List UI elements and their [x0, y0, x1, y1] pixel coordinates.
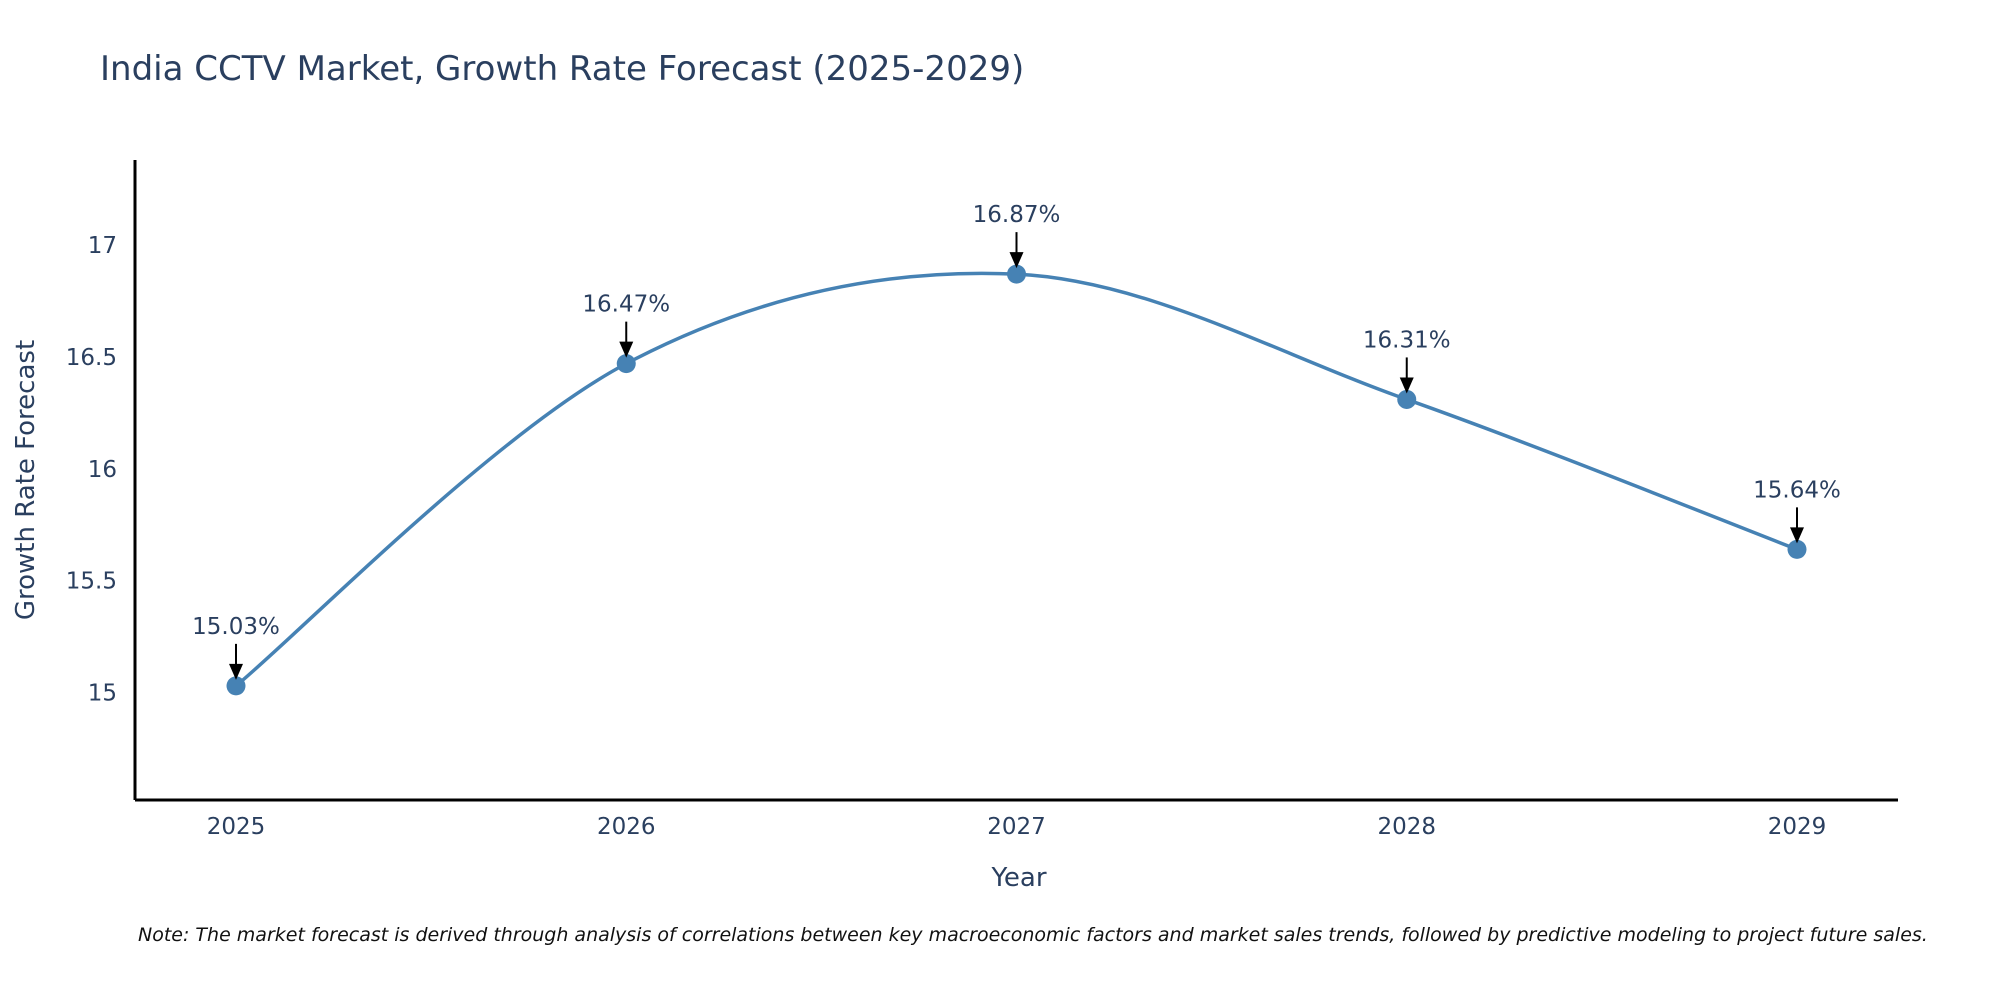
annotations-group: 15.03% 16.47% 16.87% 16.31% 15.64%	[192, 202, 1841, 680]
data-point[interactable]	[616, 354, 636, 374]
markers-group	[226, 264, 1807, 696]
series-group	[234, 271, 1799, 688]
annotation-arrowhead	[619, 341, 634, 358]
annotation-arrowhead	[1790, 527, 1804, 544]
annotation-arrowhead	[229, 663, 243, 680]
data-point[interactable]	[1007, 264, 1026, 284]
data-label: 16.47%	[582, 292, 670, 318]
y-tick-label: 15.5	[66, 569, 117, 595]
data-point[interactable]	[1397, 389, 1417, 409]
y-tick-label: 16	[88, 457, 117, 483]
chart-title: India CCTV Market, Growth Rate Forecast …	[100, 49, 1024, 89]
y-axis-label: Growth Rate Forecast	[11, 340, 41, 620]
data-label: 15.03%	[192, 614, 280, 640]
chart-note: Note: The market forecast is derived thr…	[138, 924, 1928, 946]
data-point[interactable]	[1787, 539, 1807, 559]
x-axis-ticks: 2025 2026 2027 2028 2029	[207, 814, 1827, 840]
x-tick-label: 2026	[597, 814, 656, 840]
series-line	[234, 271, 1799, 688]
data-label: 16.31%	[1363, 327, 1451, 353]
x-tick-label: 2029	[1768, 814, 1827, 840]
x-tick-label: 2027	[987, 814, 1046, 840]
axes	[133, 160, 1898, 802]
x-tick-label: 2025	[207, 814, 266, 840]
x-axis-label: Year	[990, 863, 1046, 893]
annotation-arrowhead	[1009, 252, 1024, 269]
data-label: 15.64%	[1753, 477, 1841, 503]
y-tick-label: 15	[88, 681, 117, 707]
x-tick-label: 2028	[1377, 814, 1436, 840]
y-tick-label: 16.5	[66, 345, 117, 371]
data-label: 16.87%	[973, 202, 1061, 228]
data-point[interactable]	[226, 676, 246, 696]
y-tick-label: 17	[88, 233, 117, 259]
annotation-arrowhead	[1399, 377, 1414, 394]
y-axis-ticks: 15 15.5 16 16.5 17	[66, 233, 117, 707]
